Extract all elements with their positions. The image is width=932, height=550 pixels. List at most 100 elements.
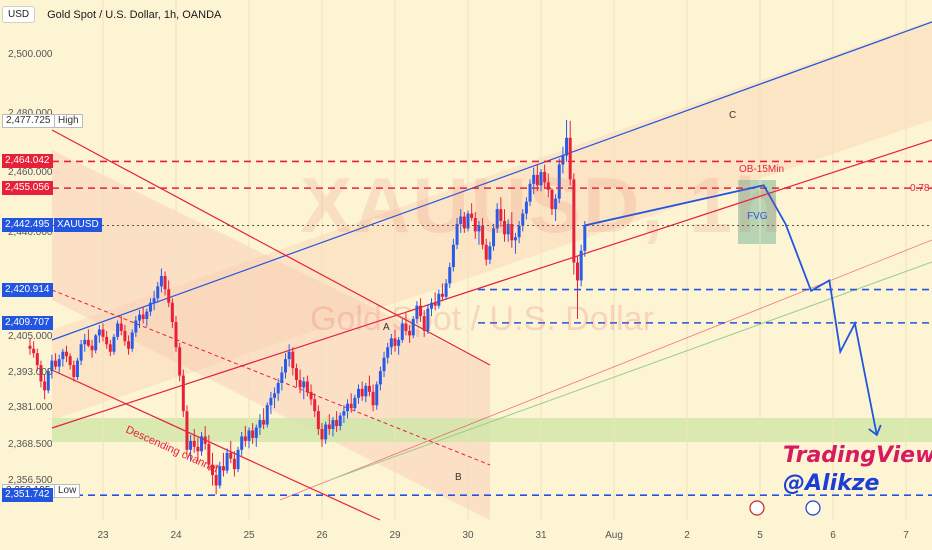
candle-body bbox=[437, 293, 441, 306]
y-tick-6: 2,381.000 bbox=[8, 402, 53, 414]
price-tag-3: 2,442.495 bbox=[2, 218, 53, 233]
candle-28 bbox=[130, 329, 134, 352]
candle-127 bbox=[492, 223, 496, 251]
candle-148 bbox=[568, 120, 572, 186]
candle-56 bbox=[232, 451, 236, 477]
candle-body bbox=[557, 164, 561, 199]
candle-107 bbox=[419, 298, 423, 323]
candle-90 bbox=[357, 384, 360, 404]
candle-body bbox=[243, 436, 247, 441]
candle-body bbox=[397, 339, 401, 346]
candle-62 bbox=[254, 424, 258, 447]
candle-108 bbox=[422, 310, 426, 337]
candle-body bbox=[61, 351, 65, 360]
y-tick-5: 2,393.000 bbox=[8, 366, 53, 378]
candle-136 bbox=[524, 197, 528, 220]
candle-body bbox=[284, 359, 287, 373]
candle-93 bbox=[367, 375, 371, 397]
candle-130 bbox=[503, 209, 506, 242]
candle-body bbox=[189, 440, 193, 450]
candle-77 bbox=[309, 384, 313, 406]
y-tick-2: 2,460.000 bbox=[8, 167, 53, 179]
candle-91 bbox=[360, 381, 364, 401]
candle-body bbox=[309, 391, 313, 400]
candle-96 bbox=[378, 366, 382, 391]
candle-body bbox=[236, 449, 240, 470]
candle-95 bbox=[375, 381, 379, 410]
candle-body bbox=[83, 339, 87, 345]
candle-body bbox=[389, 338, 393, 348]
candle-99 bbox=[389, 333, 393, 355]
candle-body bbox=[105, 336, 109, 345]
candle-body bbox=[108, 344, 112, 352]
signature-line-2: @Alikze bbox=[783, 471, 880, 496]
candle-100 bbox=[393, 329, 397, 352]
candle-59 bbox=[243, 426, 247, 447]
candle-19 bbox=[97, 324, 101, 343]
candle-body bbox=[378, 371, 382, 385]
projection-arrowhead bbox=[868, 424, 882, 437]
candle-body bbox=[218, 466, 222, 486]
candle-31 bbox=[141, 307, 145, 324]
candle-body bbox=[68, 356, 72, 366]
candle-body bbox=[448, 267, 452, 284]
candle-body bbox=[273, 393, 277, 398]
candle-body bbox=[134, 320, 138, 333]
candle-body bbox=[156, 286, 160, 299]
candle-body bbox=[386, 347, 390, 358]
x-tick-5: 5 bbox=[757, 530, 763, 541]
candle-body bbox=[561, 155, 565, 165]
candle-103 bbox=[404, 313, 408, 336]
candle-116 bbox=[451, 238, 455, 272]
candle-141 bbox=[543, 164, 547, 189]
candle-body bbox=[342, 411, 346, 416]
x-tick-aug: Aug bbox=[605, 530, 623, 541]
candle-body bbox=[39, 365, 43, 382]
candle-61 bbox=[251, 423, 255, 444]
candle-body bbox=[579, 250, 583, 281]
y-tick-0: 2,500.000 bbox=[8, 48, 53, 60]
candle-11 bbox=[68, 353, 72, 370]
candle-body bbox=[528, 183, 532, 202]
candle-body bbox=[200, 436, 204, 452]
candle-body bbox=[331, 420, 335, 429]
candle-24 bbox=[116, 320, 120, 340]
candle-body bbox=[152, 298, 156, 303]
candle-145 bbox=[557, 158, 561, 204]
candle-body bbox=[276, 382, 280, 394]
candle-49 bbox=[207, 434, 211, 471]
candle-body bbox=[404, 323, 408, 331]
candle-10 bbox=[65, 345, 68, 363]
candle-body bbox=[280, 372, 284, 383]
candle-body bbox=[148, 302, 152, 312]
candle-40 bbox=[174, 316, 178, 352]
price-tag-4: 2,420.914 bbox=[2, 282, 53, 297]
y-tick-1: 2,480.000 bbox=[8, 108, 53, 119]
currency-button[interactable]: USD bbox=[2, 6, 36, 23]
candle-74 bbox=[298, 369, 302, 394]
candle-123 bbox=[477, 220, 481, 245]
candle-body bbox=[28, 345, 32, 349]
candle-52 bbox=[218, 461, 222, 489]
annotation-5: 0.78 bbox=[910, 183, 930, 194]
candle-body bbox=[521, 213, 525, 226]
candle-body bbox=[185, 411, 189, 450]
candle-body bbox=[543, 171, 547, 183]
candle-body bbox=[400, 323, 404, 340]
x-tick-31: 31 bbox=[535, 530, 547, 541]
candle-body bbox=[353, 397, 357, 409]
candle-80 bbox=[320, 423, 324, 447]
candle-body bbox=[360, 388, 364, 397]
candle-body bbox=[503, 220, 506, 235]
candle-body bbox=[473, 218, 477, 232]
symbol-title[interactable]: Gold Spot / U.S. Dollar, 1h, OANDA bbox=[47, 8, 222, 21]
candle-body bbox=[116, 323, 120, 337]
candle-body bbox=[167, 289, 171, 303]
candle-body bbox=[426, 308, 430, 331]
candle-71 bbox=[287, 344, 291, 367]
candle-72 bbox=[291, 347, 295, 376]
candle-144 bbox=[554, 194, 558, 221]
candle-body bbox=[221, 466, 225, 471]
candle-15 bbox=[83, 333, 87, 352]
